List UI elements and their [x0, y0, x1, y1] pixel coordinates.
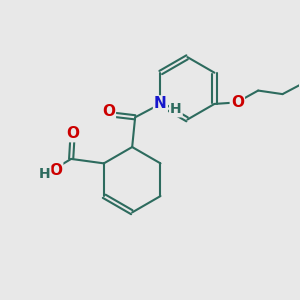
Text: O: O [102, 104, 115, 119]
Text: N: N [154, 96, 167, 111]
Text: H: H [170, 102, 182, 116]
Text: H: H [39, 167, 50, 181]
Text: O: O [231, 95, 244, 110]
Text: O: O [66, 126, 79, 141]
Text: O: O [49, 163, 62, 178]
